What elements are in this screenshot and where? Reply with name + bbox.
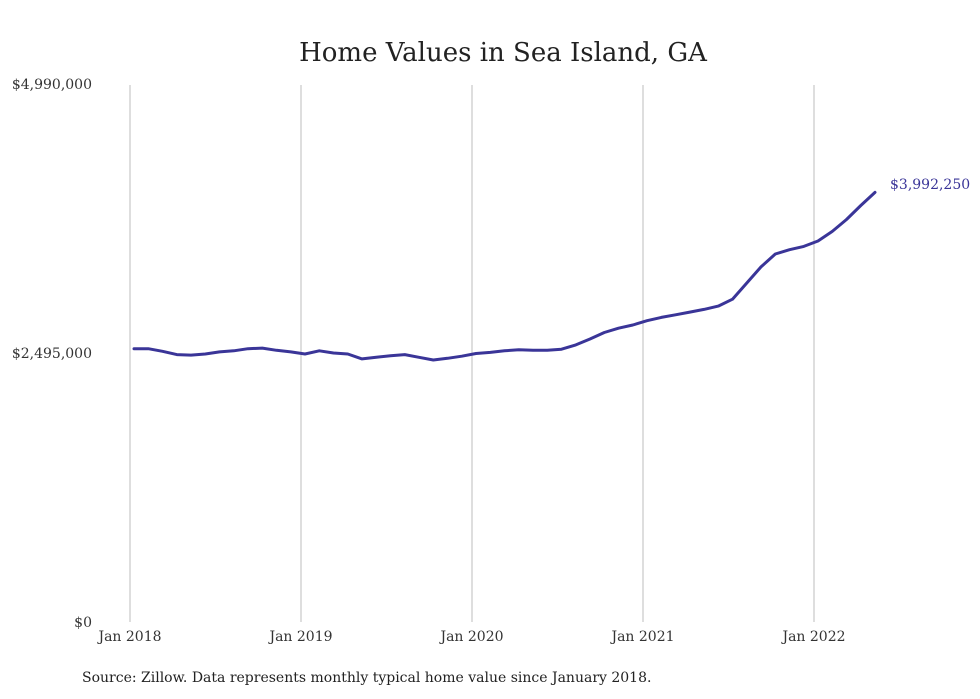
y-tick-label-bottom: $0 — [74, 615, 92, 631]
x-tick-label: Jan 2021 — [609, 629, 674, 645]
chart-title: Home Values in Sea Island, GA — [299, 38, 708, 68]
home-value-series-line — [132, 190, 877, 362]
y-tick-label-mid: $2,495,000 — [12, 346, 92, 362]
x-tick-labels: Jan 2018 Jan 2019 Jan 2020 Jan 2021 Jan 2022 — [96, 629, 845, 645]
source-note: Source: Zillow. Data represents monthly … — [82, 670, 651, 686]
y-tick-label-top: $4,990,000 — [12, 77, 92, 93]
x-tick-label: Jan 2020 — [438, 629, 503, 645]
latest-value-label: $3,992,250 — [890, 177, 970, 193]
x-tick-label: Jan 2018 — [96, 629, 161, 645]
x-tick-label: Jan 2022 — [780, 629, 845, 645]
x-tick-label: Jan 2019 — [267, 629, 332, 645]
